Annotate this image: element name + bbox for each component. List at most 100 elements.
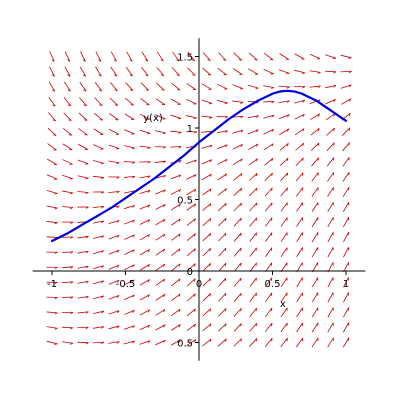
slope-arrow (92, 175, 105, 180)
slope-arrow (264, 322, 273, 333)
slope-arrow (171, 82, 181, 91)
slope-arrow (263, 68, 274, 75)
slope-arrow (140, 82, 150, 91)
slope-arrow (247, 115, 259, 119)
slope-arrow (170, 145, 182, 149)
slope-arrow (343, 232, 350, 243)
slope-arrow (77, 280, 89, 284)
slope-arrow (233, 323, 242, 332)
slope-arrow (202, 218, 212, 227)
slope-arrow (170, 114, 182, 120)
slope-arrow (186, 323, 196, 332)
slope-arrow (202, 188, 212, 196)
slope-arrow (186, 233, 196, 242)
slope-arrow (278, 100, 290, 103)
slope-arrow (110, 82, 118, 92)
slope-arrow (327, 232, 334, 243)
slope-arrow (217, 173, 228, 181)
slope-arrow (139, 279, 150, 286)
slope-arrow (124, 234, 135, 240)
slope-arrow (94, 97, 103, 107)
slope-arrow (124, 219, 135, 225)
slope-arrow (139, 145, 151, 149)
axes: -1 -0.5 0 0.5 1 0 0.5 1 1.5 0.5 (32, 38, 366, 361)
slope-arrow (77, 296, 89, 299)
slope-arrow (49, 51, 55, 62)
slope-arrow (218, 308, 227, 317)
slope-arrow (249, 232, 257, 242)
slope-arrow (295, 172, 304, 182)
slope-arrow (139, 309, 151, 316)
slope-arrow (310, 127, 320, 136)
slope-arrow (186, 99, 197, 105)
slope-arrow (95, 66, 102, 77)
slope-arrow (49, 66, 55, 77)
slope-arrow (264, 187, 273, 197)
slope-arrow (93, 112, 103, 121)
slope-arrow (325, 113, 336, 121)
slope-arrow (232, 68, 243, 75)
slope-arrow (279, 143, 289, 151)
slope-arrow (92, 220, 105, 224)
slope-arrow (294, 53, 305, 60)
slope-arrow (124, 325, 135, 330)
slope-arrow (79, 81, 87, 92)
slope-arrow (156, 51, 164, 62)
slope-arrow (218, 247, 227, 257)
slope-arrow (263, 85, 275, 89)
slope-arrow (280, 292, 288, 303)
slope-arrow (280, 187, 288, 197)
slope-arrow (110, 66, 118, 77)
slope-arrow (265, 277, 273, 288)
slope-arrow (139, 294, 150, 301)
slope-arrow (340, 54, 352, 59)
slope-arrow (326, 142, 335, 152)
slope-arrow (340, 84, 352, 89)
slope-arrow (124, 309, 135, 315)
slope-arrow (46, 311, 58, 315)
slope-arrow (233, 217, 242, 227)
slope-arrow (61, 326, 74, 330)
slope-arrow (139, 324, 151, 331)
slope-arrow (139, 219, 151, 225)
slope-arrow (233, 202, 242, 212)
slope-arrow (296, 202, 304, 212)
slope-arrow (186, 248, 196, 257)
slope-arrow (311, 157, 320, 167)
slope-arrow (108, 295, 120, 300)
slope-arrow (170, 98, 181, 105)
slope-arrow (233, 52, 242, 61)
slope-arrow (249, 187, 258, 197)
slope-arrow (233, 292, 242, 302)
slope-arrow (278, 85, 290, 89)
slope-arrow (139, 249, 150, 256)
slope-arrow (125, 66, 133, 77)
slope-arrow (296, 247, 303, 258)
slope-arrow (156, 67, 165, 77)
slope-arrow (311, 307, 319, 318)
slope-arrow (155, 263, 166, 271)
slope-arrow (294, 99, 306, 104)
slope-arrow (139, 234, 150, 241)
slope-arrow (264, 217, 273, 227)
slope-arrow (217, 202, 227, 212)
slope-arrow (280, 172, 289, 182)
slope-arrow (155, 204, 166, 210)
slope-arrow (186, 293, 196, 302)
slope-arrow (170, 174, 182, 180)
slope-arrow (46, 221, 58, 225)
slope-arrow (309, 53, 321, 60)
slope-arrow (155, 98, 166, 106)
slope-arrow (47, 127, 57, 136)
slope-arrow (46, 205, 58, 210)
slope-arrow (171, 248, 181, 256)
slope-arrow (249, 338, 258, 347)
slope-arrow (170, 189, 181, 195)
slope-arrow (141, 66, 149, 77)
slope-arrow (264, 202, 273, 212)
slope-arrow (155, 293, 166, 301)
slope-arrow (171, 233, 181, 241)
slope-arrow (62, 143, 73, 151)
slope-arrow (108, 128, 119, 135)
